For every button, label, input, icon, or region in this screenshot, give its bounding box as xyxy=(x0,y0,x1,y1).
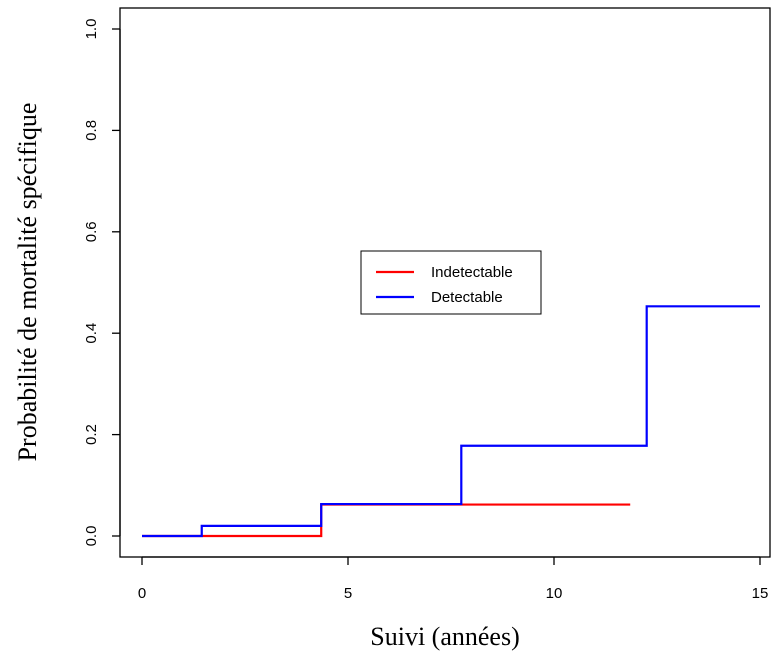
y-tick-label: 0.0 xyxy=(83,526,100,547)
y-tick-label: 0.8 xyxy=(83,120,100,141)
y-tick-label: 1.0 xyxy=(83,19,100,40)
series-line-indetectable xyxy=(142,503,631,538)
series-line-detectable xyxy=(142,305,760,538)
y-tick-label: 0.4 xyxy=(83,323,100,344)
legend-label: Detectable xyxy=(431,289,503,306)
x-tick-label: 0 xyxy=(138,585,146,602)
legend-box xyxy=(360,250,542,315)
x-tick-label: 10 xyxy=(546,585,563,602)
y-tick-label: 0.6 xyxy=(83,221,100,242)
axis-ticks: 0 5 10 15 0.0 0.2 0.4 0.6 0.8 1.0 xyxy=(83,19,768,602)
legend-label: Indetectable xyxy=(431,264,513,281)
series-lines xyxy=(142,305,760,538)
legend: Indetectable Detectable xyxy=(360,250,542,315)
x-axis-title: Suivi (années) xyxy=(370,622,519,651)
y-tick-label: 0.2 xyxy=(83,424,100,445)
y-axis-title: Probabilité de mortalité spécifique xyxy=(13,103,42,462)
x-tick-label: 5 xyxy=(344,585,352,602)
x-tick-label: 15 xyxy=(752,585,769,602)
